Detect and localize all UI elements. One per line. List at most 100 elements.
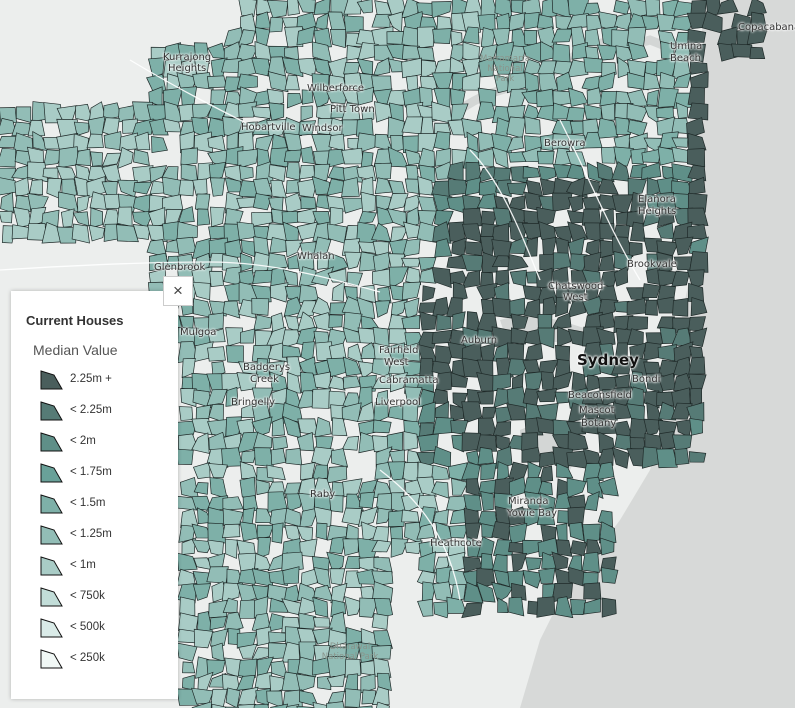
suburb-region[interactable] [331, 448, 349, 468]
suburb-region[interactable] [298, 612, 317, 630]
suburb-region[interactable] [239, 252, 253, 272]
suburb-region[interactable] [552, 252, 572, 270]
suburb-region[interactable] [567, 236, 585, 258]
suburb-region[interactable] [551, 28, 574, 43]
suburb-region[interactable] [71, 223, 90, 244]
suburb-region[interactable] [313, 0, 331, 15]
suburb-region[interactable] [284, 286, 302, 300]
suburb-region[interactable] [254, 553, 272, 571]
suburb-region[interactable] [462, 26, 480, 45]
suburb-region[interactable] [510, 327, 528, 345]
suburb-region[interactable] [539, 133, 556, 152]
suburb-region[interactable] [450, 30, 463, 47]
suburb-region[interactable] [389, 371, 408, 393]
suburb-region[interactable] [463, 494, 482, 513]
suburb-region[interactable] [554, 391, 571, 404]
suburb-region[interactable] [597, 298, 619, 318]
suburb-region[interactable] [343, 0, 362, 15]
suburb-region[interactable] [313, 27, 332, 48]
suburb-region[interactable] [476, 282, 498, 301]
suburb-region[interactable] [450, 372, 469, 388]
suburb-region[interactable] [596, 161, 615, 183]
suburb-region[interactable] [43, 149, 64, 166]
suburb-region[interactable] [285, 239, 304, 258]
suburb-region[interactable] [419, 267, 437, 284]
suburb-region[interactable] [628, 241, 643, 257]
suburb-region[interactable] [296, 300, 317, 319]
suburb-region[interactable] [313, 567, 331, 589]
suburb-region[interactable] [491, 521, 511, 541]
suburb-region[interactable] [284, 74, 300, 91]
suburb-region[interactable] [401, 116, 424, 135]
suburb-region[interactable] [536, 150, 555, 165]
suburb-region[interactable] [687, 102, 709, 121]
suburb-region[interactable] [643, 72, 661, 91]
suburb-region[interactable] [176, 552, 198, 571]
suburb-region[interactable] [598, 254, 615, 272]
suburb-region[interactable] [282, 566, 300, 585]
suburb-region[interactable] [77, 194, 90, 213]
suburb-region[interactable] [377, 286, 392, 304]
suburb-region[interactable] [269, 237, 287, 254]
suburb-region[interactable] [341, 147, 364, 165]
suburb-region[interactable] [133, 149, 150, 166]
suburb-region[interactable] [343, 375, 361, 389]
suburb-region[interactable] [596, 178, 619, 195]
suburb-region[interactable] [522, 569, 543, 589]
suburb-region[interactable] [209, 177, 226, 197]
suburb-region[interactable] [476, 328, 494, 344]
suburb-region[interactable] [206, 566, 229, 584]
suburb-region[interactable] [386, 89, 406, 106]
suburb-region[interactable] [256, 524, 274, 540]
suburb-region[interactable] [357, 506, 379, 528]
suburb-region[interactable] [569, 522, 585, 542]
suburb-region[interactable] [417, 598, 434, 617]
suburb-region[interactable] [611, 194, 634, 214]
suburb-region[interactable] [270, 703, 289, 708]
suburb-region[interactable] [656, 106, 674, 120]
suburb-region[interactable] [311, 388, 331, 409]
suburb-region[interactable] [386, 43, 408, 61]
suburb-region[interactable] [496, 461, 510, 483]
suburb-region[interactable] [360, 191, 376, 214]
suburb-region[interactable] [645, 0, 661, 17]
suburb-region[interactable] [566, 106, 586, 121]
suburb-region[interactable] [417, 147, 436, 169]
suburb-region[interactable] [300, 146, 315, 165]
suburb-region[interactable] [374, 300, 391, 318]
suburb-region[interactable] [567, 431, 589, 452]
suburb-region[interactable] [687, 269, 705, 289]
suburb-region[interactable] [269, 282, 289, 303]
suburb-region[interactable] [657, 208, 675, 228]
suburb-region[interactable] [390, 226, 409, 244]
suburb-region[interactable] [222, 300, 241, 319]
suburb-region[interactable] [508, 45, 527, 64]
suburb-region[interactable] [522, 359, 541, 374]
suburb-region[interactable] [507, 254, 529, 271]
suburb-region[interactable] [538, 567, 556, 584]
suburb-region[interactable] [285, 162, 301, 181]
suburb-region[interactable] [600, 567, 619, 584]
suburb-region[interactable] [132, 224, 151, 240]
suburb-region[interactable] [598, 477, 619, 497]
suburb-region[interactable] [207, 539, 224, 557]
suburb-region[interactable] [581, 178, 600, 196]
suburb-region[interactable] [581, 357, 602, 378]
suburb-region[interactable] [283, 584, 301, 603]
suburb-region[interactable] [555, 539, 573, 557]
suburb-region[interactable] [524, 371, 544, 392]
suburb-region[interactable] [271, 522, 284, 544]
suburb-region[interactable] [461, 254, 484, 272]
suburb-region[interactable] [86, 176, 106, 199]
suburb-region[interactable] [570, 599, 587, 615]
suburb-region[interactable] [374, 162, 392, 180]
suburb-region[interactable] [311, 134, 332, 154]
suburb-region[interactable] [480, 343, 496, 362]
suburb-region[interactable] [583, 57, 603, 73]
suburb-region[interactable] [687, 207, 709, 226]
suburb-region[interactable] [449, 404, 465, 422]
suburb-region[interactable] [268, 164, 287, 183]
suburb-region[interactable] [239, 328, 256, 344]
suburb-region[interactable] [222, 496, 244, 511]
suburb-region[interactable] [597, 71, 616, 93]
